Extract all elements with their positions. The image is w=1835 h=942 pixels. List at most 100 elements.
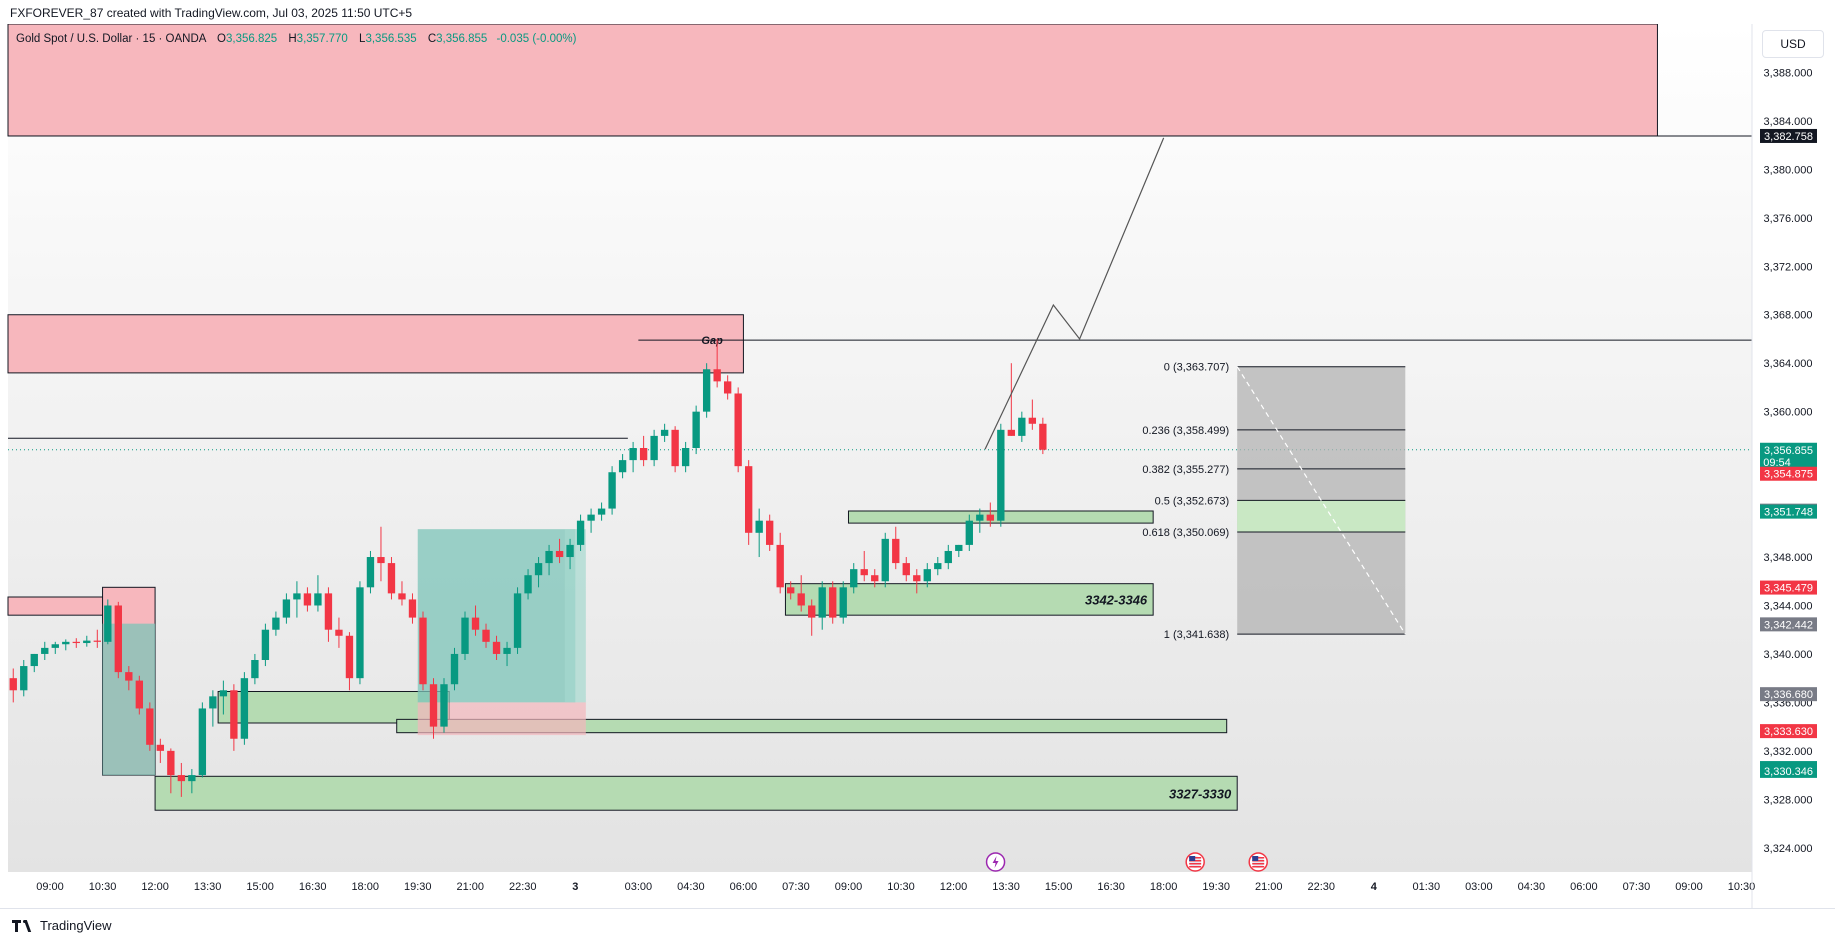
candle bbox=[282, 593, 291, 624]
candle bbox=[167, 748, 175, 794]
price-tag: 3,382.758 bbox=[1760, 128, 1817, 143]
candle-body bbox=[566, 544, 574, 558]
candle-body bbox=[776, 544, 784, 588]
plot-background bbox=[8, 24, 1752, 872]
tradingview-brand[interactable]: TradingView bbox=[12, 918, 112, 933]
x-tick-label: 18:00 bbox=[351, 881, 379, 893]
candle-body bbox=[618, 460, 627, 473]
candle-body bbox=[1018, 417, 1026, 436]
candle bbox=[240, 672, 249, 745]
candle-body bbox=[461, 617, 469, 654]
chart-credit: FXFOREVER_87 created with TradingView.co… bbox=[10, 6, 413, 20]
candle bbox=[681, 441, 690, 473]
candle bbox=[335, 617, 343, 648]
candle-body bbox=[534, 563, 543, 576]
candle-body bbox=[587, 514, 595, 521]
x-tick-label: 09:00 bbox=[1675, 881, 1703, 893]
candle bbox=[629, 441, 637, 473]
candle-body bbox=[902, 563, 910, 576]
candle bbox=[272, 611, 280, 636]
candle-body bbox=[839, 587, 847, 618]
close-value: 3,356.855 bbox=[436, 33, 488, 45]
candle bbox=[177, 762, 186, 797]
candle bbox=[776, 532, 784, 594]
candle bbox=[871, 569, 879, 588]
candle bbox=[135, 675, 144, 715]
us-flag-icon[interactable] bbox=[1248, 852, 1268, 872]
candle bbox=[492, 635, 501, 660]
price-tag-text: 3,330.346 bbox=[1764, 766, 1813, 778]
x-tick-label: 01:30 bbox=[1413, 881, 1441, 893]
candle-body bbox=[913, 575, 921, 582]
x-tick-label: 3 bbox=[572, 881, 578, 893]
low-value: 3,356.535 bbox=[365, 33, 417, 45]
candle bbox=[608, 466, 616, 515]
candle bbox=[744, 460, 753, 545]
gap-label: Gap bbox=[701, 335, 723, 347]
x-tick-label: 10:30 bbox=[887, 881, 915, 893]
candle bbox=[419, 611, 427, 691]
candle bbox=[808, 599, 816, 636]
candle-body bbox=[335, 629, 343, 636]
candle bbox=[965, 514, 973, 551]
candle-body bbox=[808, 605, 816, 618]
x-tick-label: 22:30 bbox=[509, 881, 537, 893]
fib-label-1: 1 (3,341.638) bbox=[1164, 629, 1229, 641]
zone-supply-1 bbox=[7, 314, 744, 374]
candle-body bbox=[419, 617, 427, 685]
candle bbox=[766, 514, 774, 551]
candle bbox=[797, 575, 805, 612]
candle-body bbox=[9, 678, 17, 691]
candle bbox=[976, 508, 984, 533]
candle bbox=[398, 581, 406, 606]
candle-body bbox=[282, 599, 291, 618]
x-tick-label: 07:30 bbox=[782, 881, 810, 893]
candle bbox=[513, 587, 522, 654]
price-tag-bg bbox=[1760, 687, 1817, 702]
candle bbox=[104, 599, 112, 645]
candle bbox=[41, 641, 49, 660]
candle-body bbox=[639, 448, 648, 461]
candle bbox=[209, 690, 217, 727]
us-flag-icon[interactable] bbox=[1185, 852, 1205, 872]
zone-label: 3327-3330 bbox=[1169, 786, 1232, 801]
candle bbox=[1028, 399, 1037, 430]
zone-demand-8 bbox=[154, 775, 1238, 811]
price-chart[interactable]: Gap 3342-3346 3327-3330 0 (3,363.707) 0.236 … bbox=[0, 24, 1835, 908]
candle bbox=[850, 563, 858, 594]
y-tick-label: 3,372.000 bbox=[1764, 261, 1813, 273]
y-tick-label: 3,380.000 bbox=[1764, 164, 1813, 176]
x-tick-label: 09:00 bbox=[835, 881, 863, 893]
candle-body bbox=[83, 640, 91, 644]
candle-body bbox=[723, 381, 732, 394]
candle-body bbox=[240, 678, 249, 739]
candle-body bbox=[114, 605, 122, 673]
candle bbox=[818, 581, 826, 630]
candle-body bbox=[219, 690, 228, 697]
zone-label: 3342-3346 bbox=[1085, 592, 1148, 607]
candle bbox=[913, 569, 921, 594]
candle-body bbox=[387, 563, 396, 594]
candle-body bbox=[608, 472, 616, 509]
candle bbox=[125, 666, 133, 691]
candle-body bbox=[62, 641, 70, 645]
candle bbox=[587, 508, 595, 533]
candle bbox=[723, 375, 732, 400]
price-tag-countdown: 09:54 bbox=[1763, 457, 1791, 469]
x-tick-label: 03:00 bbox=[625, 881, 653, 893]
candle-body bbox=[272, 617, 280, 630]
candle-body bbox=[209, 696, 217, 709]
x-tick-label: 19:30 bbox=[1202, 881, 1230, 893]
x-tick-label: 03:00 bbox=[1465, 881, 1493, 893]
fib-label-0.382: 0.382 (3,355.277) bbox=[1142, 464, 1229, 476]
chart-credit-bar: FXFOREVER_87 created with TradingView.co… bbox=[0, 0, 1835, 24]
candle bbox=[324, 587, 333, 642]
lightning-icon[interactable] bbox=[985, 852, 1006, 872]
currency-selector[interactable]: USD bbox=[1762, 30, 1824, 58]
candle-body bbox=[20, 666, 28, 691]
candle bbox=[83, 635, 91, 647]
open-label: O bbox=[217, 33, 226, 45]
candle bbox=[860, 550, 868, 582]
candle bbox=[450, 647, 459, 691]
price-tag: 3,351.748 bbox=[1760, 504, 1817, 519]
